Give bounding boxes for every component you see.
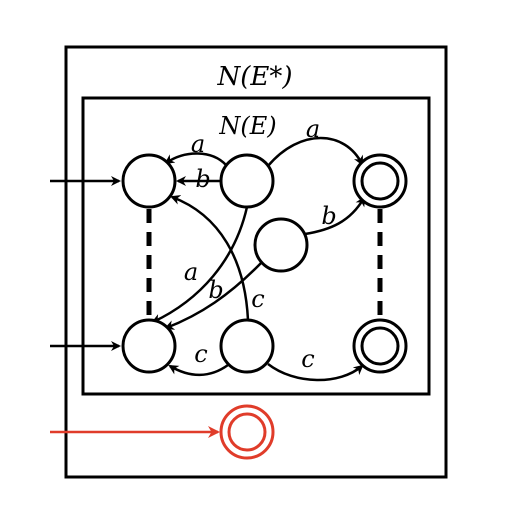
edge-cross-a xyxy=(151,206,249,324)
label-bottom-c-right: c xyxy=(301,345,314,373)
edge-cross-b xyxy=(164,261,263,330)
edge-bottom-c-right xyxy=(267,363,364,382)
edge-mid-b xyxy=(304,196,366,236)
label-cross-c: c xyxy=(251,285,264,313)
state-final-top xyxy=(352,153,408,209)
label-left-b: b xyxy=(195,165,210,193)
state-start-top xyxy=(121,153,177,209)
state-inner-mid xyxy=(253,217,309,273)
label-bottom-c-left: c xyxy=(194,340,207,368)
state-inner-top xyxy=(219,153,275,209)
label-cross-b: b xyxy=(208,276,223,304)
label-top-a: a xyxy=(306,115,320,143)
inner-box xyxy=(81,96,431,396)
edge-cross-c xyxy=(170,195,250,321)
edge-top-a xyxy=(267,136,364,167)
outer-box xyxy=(64,45,448,479)
state-final-bottom xyxy=(352,318,408,374)
outer-box-title: N(E*) xyxy=(216,62,292,92)
inner-box-title: N(E) xyxy=(218,112,276,140)
state-new-start xyxy=(219,404,275,460)
label-cross-a: a xyxy=(184,258,198,286)
edge-left-a xyxy=(164,152,227,166)
label-left-a: a xyxy=(191,130,205,158)
state-inner-bottom xyxy=(219,318,275,374)
state-start-bottom xyxy=(121,318,177,374)
label-mid-b: b xyxy=(321,202,336,230)
edge-bottom-c-left xyxy=(168,363,229,377)
